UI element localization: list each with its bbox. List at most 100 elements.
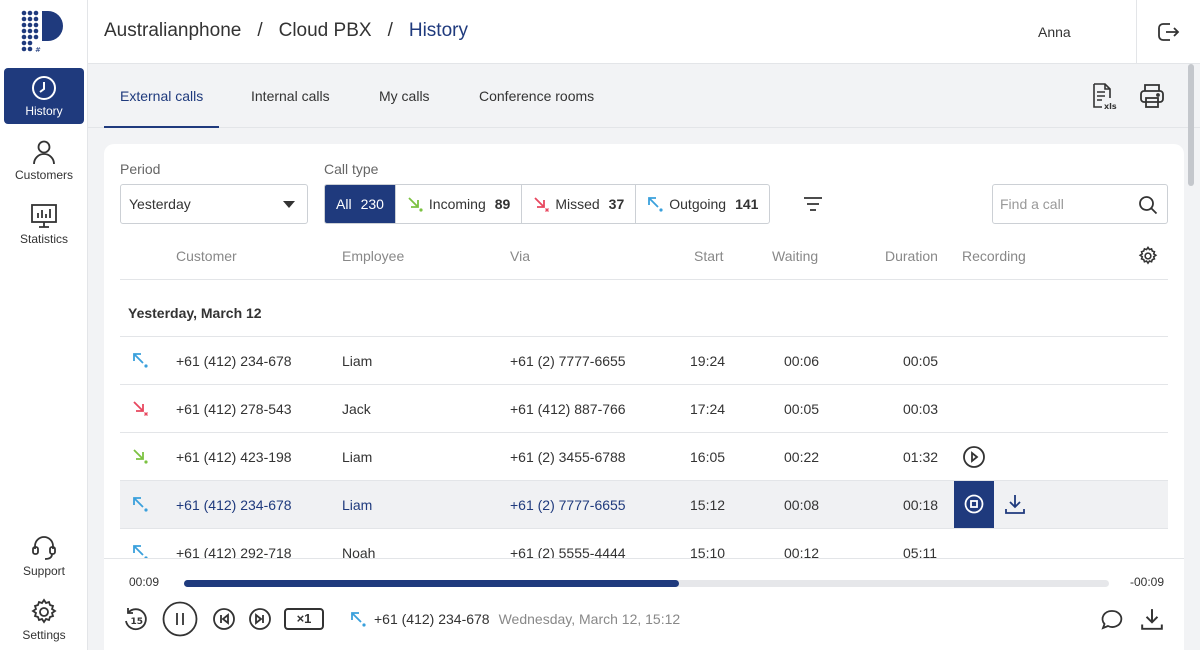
filter-all[interactable]: All 230 (325, 185, 396, 223)
column-duration[interactable]: Duration (885, 248, 938, 264)
cell-customer[interactable]: +61 (412) 423-198 (176, 449, 292, 465)
sidebar-item-history[interactable]: History (4, 68, 84, 124)
filter-icon[interactable] (802, 194, 824, 214)
date-group-header: Yesterday, March 12 (120, 281, 1168, 337)
logout-button[interactable] (1136, 0, 1200, 64)
cell-waiting: 00:08 (784, 497, 820, 513)
tab-external-calls[interactable]: External calls (104, 64, 220, 128)
download-icon[interactable] (1140, 607, 1164, 631)
scrollbar[interactable] (1188, 64, 1194, 186)
filter-outgoing[interactable]: Outgoing 141 (636, 185, 769, 223)
incoming-call-icon (133, 449, 148, 464)
print-icon[interactable] (1138, 82, 1166, 110)
tab-bar: External calls Internal calls My calls C… (88, 64, 1200, 128)
header: Australianphone / Cloud PBX / History An… (88, 0, 1200, 64)
tab-my-calls[interactable]: My calls (379, 88, 430, 104)
cell-customer[interactable]: +61 (412) 278-543 (176, 401, 292, 417)
cell-customer[interactable]: +61 (412) 292-718 (176, 545, 292, 558)
cell-start: 15:10 (690, 545, 726, 558)
cell-via: +61 (412) 887-766 (510, 401, 626, 417)
filter-missed[interactable]: Missed 37 (522, 185, 637, 223)
now-playing-date: Wednesday, March 12, 15:12 (498, 611, 681, 627)
svg-text:#: # (35, 46, 41, 54)
next-track-icon[interactable] (248, 607, 272, 631)
cell-via: +61 (2) 3455-6788 (510, 449, 626, 465)
incoming-call-icon (408, 197, 423, 212)
table-row-selected[interactable]: +61 (412) 234-678 Liam +61 (2) 7777-6655… (120, 481, 1168, 529)
search-box (992, 184, 1168, 224)
filter-outgoing-label: Outgoing (669, 196, 727, 212)
filter-all-count: 230 (360, 196, 384, 212)
column-start[interactable]: Start (694, 248, 724, 264)
sidebar-item-settings[interactable]: Settings (4, 592, 84, 648)
progress-bar[interactable] (184, 580, 1109, 587)
sidebar-item-label: History (25, 104, 63, 118)
cell-start: 16:05 (690, 449, 726, 465)
column-recording[interactable]: Recording (962, 248, 1026, 264)
sidebar-item-label: Statistics (19, 232, 68, 246)
column-employee[interactable]: Employee (342, 248, 405, 264)
pause-button[interactable] (162, 601, 198, 637)
play-recording-icon[interactable] (962, 445, 986, 469)
cell-start: 17:24 (690, 401, 726, 417)
tab-conference-rooms[interactable]: Conference rooms (479, 88, 595, 104)
now-playing-info: +61 (412) 234-678 Wednesday, March 12, 1… (350, 611, 680, 627)
column-customer[interactable]: Customer (176, 248, 237, 264)
filter-outgoing-count: 141 (735, 196, 759, 212)
filter-incoming[interactable]: Incoming 89 (396, 185, 523, 223)
table-header: Customer Employee Via Start Waiting Dura… (120, 232, 1168, 280)
table-settings-icon[interactable] (1138, 246, 1158, 266)
cell-via: +61 (2) 7777-6655 (510, 353, 626, 369)
stop-recording-button[interactable] (954, 481, 994, 528)
cell-via: +61 (2) 5555-4444 (510, 545, 626, 558)
period-value: Yesterday (129, 196, 191, 212)
audio-player: 00:09 -00:09 15 ×1 +61 (412) 234-678 Wed… (104, 558, 1184, 650)
rewind-15-icon[interactable]: 15 (122, 605, 150, 633)
cell-customer[interactable]: +61 (412) 234-678 (176, 353, 292, 369)
table-row[interactable]: +61 (412) 423-198 Liam +61 (2) 3455-6788… (120, 433, 1168, 481)
breadcrumb-separator: / (257, 20, 263, 41)
remaining-time: -00:09 (1130, 575, 1165, 589)
playback-speed-button[interactable]: ×1 (284, 608, 324, 630)
cell-duration: 00:18 (903, 497, 939, 513)
sidebar-item-support[interactable]: Support (4, 528, 84, 584)
comment-icon[interactable] (1100, 608, 1124, 632)
svg-text:15: 15 (131, 617, 144, 627)
table-row[interactable]: +61 (412) 292-718 Noah +61 (2) 5555-4444… (120, 529, 1168, 558)
outgoing-call-icon (648, 197, 663, 212)
cell-employee: Liam (342, 497, 373, 513)
logo: # (21, 10, 63, 54)
column-waiting[interactable]: Waiting (772, 248, 819, 264)
date-group-label: Yesterday, March 12 (128, 305, 262, 321)
stop-icon (964, 494, 984, 514)
previous-track-icon[interactable] (212, 607, 236, 631)
breadcrumb-current: History (408, 20, 468, 41)
user-name[interactable]: Anna (1038, 24, 1071, 40)
cell-waiting: 00:05 (784, 401, 820, 417)
sidebar-item-customers[interactable]: Customers (4, 132, 84, 188)
filter-all-label: All (336, 196, 352, 212)
breadcrumb-item[interactable]: Australianphone (104, 20, 242, 41)
period-select[interactable]: Yesterday (120, 184, 308, 224)
cell-employee: Liam (342, 449, 373, 465)
call-history-panel: Period Yesterday Call type All 230 Incom… (104, 144, 1184, 558)
elapsed-time: 00:09 (129, 575, 160, 589)
export-xls-icon[interactable]: xls (1090, 82, 1118, 110)
missed-call-icon (133, 401, 148, 416)
column-via[interactable]: Via (510, 248, 530, 264)
cell-via: +61 (2) 7777-6655 (510, 497, 626, 513)
table-row[interactable]: +61 (412) 278-543 Jack +61 (412) 887-766… (120, 385, 1168, 433)
clock-icon (32, 76, 56, 100)
call-type-label: Call type (324, 161, 379, 177)
cell-customer[interactable]: +61 (412) 234-678 (176, 497, 292, 513)
download-recording-icon[interactable] (1004, 493, 1026, 515)
sidebar-item-label: Settings (22, 628, 66, 642)
chevron-down-icon (283, 201, 295, 208)
sidebar-item-statistics[interactable]: Statistics (4, 196, 84, 252)
tab-internal-calls[interactable]: Internal calls (251, 88, 330, 104)
table-row[interactable]: +61 (412) 234-678 Liam +61 (2) 7777-6655… (120, 337, 1168, 385)
search-input[interactable] (1000, 186, 1130, 222)
breadcrumb-item[interactable]: Cloud PBX (278, 20, 372, 41)
chart-icon (31, 204, 57, 228)
search-icon[interactable] (1138, 195, 1158, 215)
